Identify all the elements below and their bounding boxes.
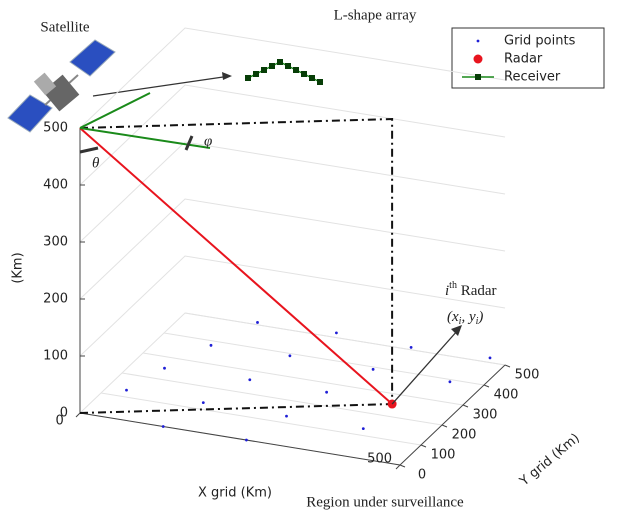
legend-marker — [476, 39, 480, 43]
y-tick — [483, 384, 490, 388]
legend-label: Receiver — [504, 70, 561, 85]
grid-line — [163, 332, 485, 386]
z-tick-label: 400 — [43, 178, 68, 193]
x-tick-label: 0 — [55, 414, 63, 429]
grid-point — [201, 401, 205, 404]
grid-point — [256, 321, 259, 324]
coord-part: (x — [447, 309, 459, 325]
axis-line — [79, 412, 401, 466]
annotation-part: Radar — [457, 283, 497, 299]
y-tick — [441, 424, 448, 428]
y-tick-label: 500 — [515, 368, 540, 383]
arrow-head — [451, 325, 462, 336]
grid-point — [325, 390, 328, 394]
coord-part: , y — [461, 309, 476, 325]
satellite-icon — [7, 39, 116, 133]
grid-point — [371, 367, 375, 371]
angle-mark — [79, 146, 99, 154]
arrow-head — [222, 72, 232, 80]
grid-line — [79, 27, 506, 129]
y-tick — [462, 404, 469, 408]
grid-point — [209, 343, 213, 347]
chart-title: L-shape array — [334, 7, 417, 23]
grid-point — [285, 414, 288, 418]
coord-part: ) — [477, 309, 483, 325]
grid-line — [79, 84, 506, 186]
grid-point — [409, 346, 413, 349]
y-axis-label: Y grid (Km) — [516, 431, 582, 490]
grid-line — [100, 392, 422, 446]
legend-label: Radar — [504, 52, 543, 67]
axis-line — [399, 364, 506, 466]
y-tick-label: 0 — [418, 468, 426, 483]
l-array-icon — [245, 59, 323, 85]
grid-line — [142, 352, 464, 406]
coord-part: i — [476, 316, 479, 327]
grid-line — [184, 312, 506, 366]
grid-point — [245, 438, 248, 442]
x-tick — [395, 464, 401, 470]
arrow — [92, 75, 231, 97]
grid-point — [361, 427, 365, 430]
grid-line — [79, 141, 506, 243]
radar-annotation: ith Radar — [445, 280, 497, 299]
y-tick — [504, 364, 511, 368]
z-axis-label: (Km) — [11, 252, 26, 283]
grid-line — [79, 255, 506, 357]
grid-point — [448, 380, 452, 384]
y-tick — [399, 464, 406, 468]
legend-label: Grid points — [504, 34, 576, 49]
caption: Region under surveillance — [306, 494, 464, 510]
y-tick-label: 300 — [473, 408, 498, 423]
grid-point — [163, 366, 166, 370]
x-tick — [75, 412, 81, 418]
satellite-label: Satellite — [40, 19, 89, 35]
y-tick-label: 100 — [431, 448, 456, 463]
z-tick-label: 200 — [43, 292, 68, 307]
z-tick-label: 500 — [43, 121, 68, 136]
z-tick-label: 300 — [43, 235, 68, 250]
annotation-part: th — [449, 280, 457, 291]
z-tick-label: 100 — [43, 349, 68, 364]
angle-label: θ — [92, 155, 100, 171]
annotation-part: i — [445, 283, 449, 299]
coord-part: i — [459, 316, 462, 327]
grid-point — [248, 378, 252, 382]
grid-line — [79, 198, 506, 300]
receiver-arm — [79, 92, 151, 129]
grid-point — [335, 331, 338, 335]
radar-coords: (xi, yi) — [447, 309, 483, 327]
grid-point — [125, 388, 128, 392]
grid-point — [288, 354, 292, 358]
projection-line — [79, 117, 394, 405]
z-tick-label: 0 — [60, 406, 68, 421]
legend-marker — [475, 74, 481, 80]
x-tick-label: 500 — [367, 452, 392, 467]
y-tick-label: 200 — [452, 428, 477, 443]
ground-line — [79, 403, 393, 414]
grid-point — [161, 425, 165, 428]
grid-point — [488, 356, 492, 360]
y-tick-label: 400 — [494, 388, 519, 403]
angle-label: φ — [204, 133, 212, 149]
angle-mark — [184, 135, 194, 151]
x-axis-label: X grid (Km) — [198, 486, 272, 501]
grid-line — [121, 372, 443, 426]
line-of-sight — [79, 127, 393, 405]
grid-line — [79, 312, 506, 414]
y-tick — [420, 444, 427, 448]
legend-marker — [473, 54, 483, 64]
arrow — [391, 329, 459, 405]
